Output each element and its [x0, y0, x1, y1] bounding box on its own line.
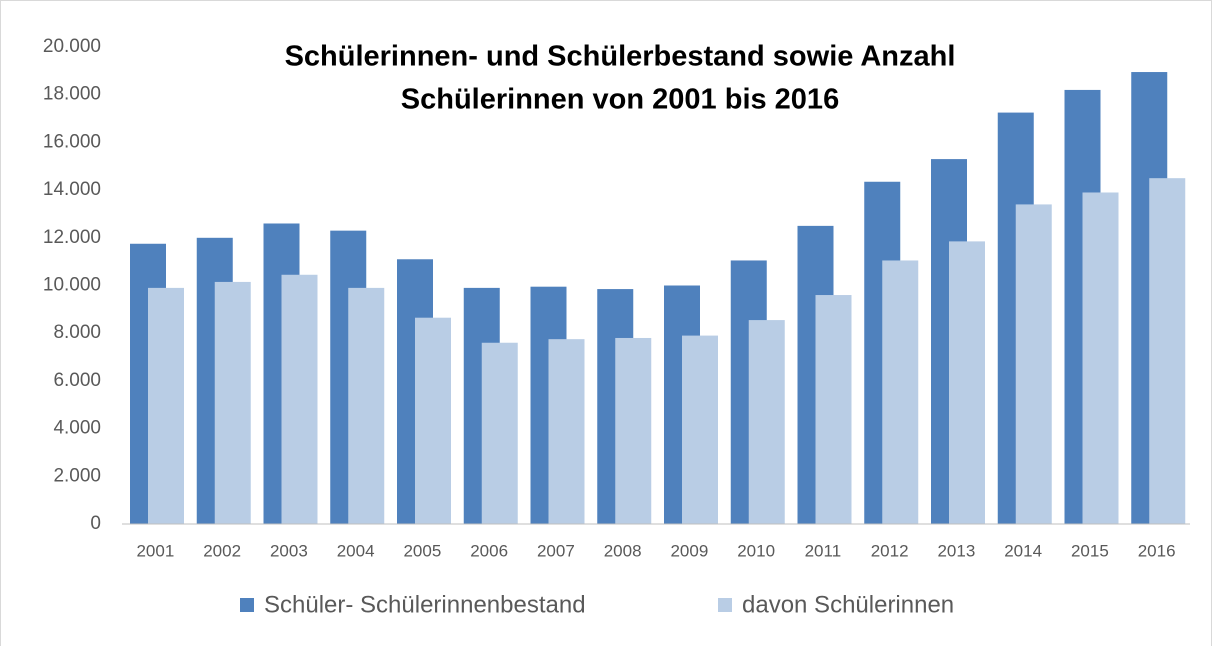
bar — [348, 287, 385, 524]
bar — [615, 337, 652, 524]
x-tick-label: 2007 — [537, 541, 575, 560]
x-tick-label: 2005 — [403, 541, 441, 560]
x-tick-label: 2012 — [871, 541, 909, 560]
legend-swatch — [240, 598, 254, 612]
x-tick-label: 2006 — [470, 541, 508, 560]
bar — [1082, 192, 1119, 525]
y-tick-label: 20.000 — [43, 36, 101, 57]
bar — [148, 287, 184, 524]
y-tick-label: 2.000 — [53, 465, 101, 486]
legend-label: Schüler- Schülerinnenbestand — [264, 591, 586, 618]
x-tick-label: 2013 — [937, 541, 975, 560]
chart-title: Schülerinnen- und Schülerbestand sowie A… — [285, 41, 956, 73]
x-tick-label: 2011 — [805, 541, 842, 560]
x-tick-label: 2004 — [337, 541, 375, 560]
y-tick-label: 6.000 — [53, 370, 101, 391]
bar — [481, 342, 518, 524]
bar — [214, 281, 251, 524]
y-tick-label: 18.000 — [43, 84, 101, 105]
x-tick-label: 2008 — [604, 541, 642, 560]
bar — [682, 335, 718, 524]
y-tick-label: 10.000 — [43, 275, 101, 296]
bar — [748, 320, 785, 524]
x-tick-label: 2014 — [1004, 541, 1042, 560]
bar — [882, 260, 919, 524]
bar — [1149, 178, 1186, 525]
legend-label: davon Schülerinnen — [742, 591, 954, 618]
x-tick-label: 2016 — [1138, 541, 1176, 560]
bar — [949, 241, 985, 524]
y-tick-label: 16.000 — [43, 131, 101, 152]
x-tick-label: 2002 — [203, 541, 241, 560]
bar — [1015, 204, 1052, 524]
y-tick-label: 0 — [90, 513, 101, 534]
y-tick-label: 8.000 — [53, 322, 101, 343]
x-tick-label: 2015 — [1071, 541, 1109, 560]
legend-swatch — [718, 598, 732, 612]
bar — [281, 274, 318, 524]
bar — [548, 339, 585, 524]
x-tick-label: 2010 — [737, 541, 775, 560]
x-tick-label: 2001 — [136, 541, 174, 560]
x-tick-label: 2009 — [670, 541, 708, 560]
bar — [415, 317, 451, 524]
x-tick-label: 2003 — [270, 541, 308, 560]
y-tick-label: 12.000 — [43, 227, 101, 248]
y-tick-label: 14.000 — [43, 179, 101, 200]
chart-title: Schülerinnen von 2001 bis 2016 — [401, 84, 839, 116]
bar — [815, 295, 852, 524]
y-tick-label: 4.000 — [53, 418, 101, 439]
